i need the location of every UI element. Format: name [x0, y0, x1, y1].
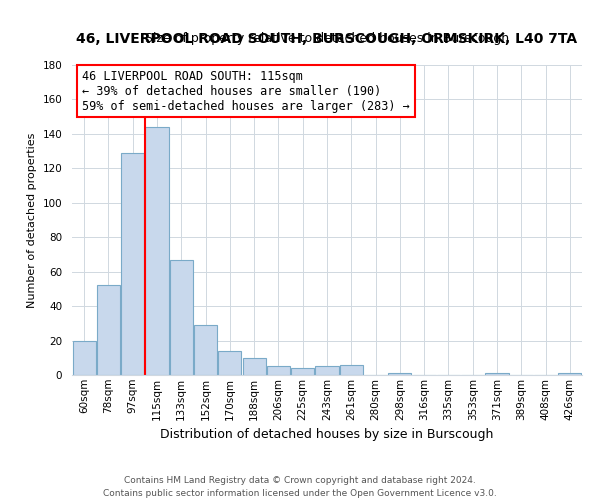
- Bar: [194, 325, 217, 375]
- Bar: [121, 153, 144, 375]
- Bar: [145, 127, 169, 375]
- Bar: [340, 364, 363, 375]
- Text: Contains HM Land Registry data © Crown copyright and database right 2024.
Contai: Contains HM Land Registry data © Crown c…: [103, 476, 497, 498]
- Bar: [485, 374, 509, 375]
- Bar: [73, 340, 95, 375]
- Bar: [170, 260, 193, 375]
- Bar: [267, 366, 290, 375]
- Text: 46 LIVERPOOL ROAD SOUTH: 115sqm
← 39% of detached houses are smaller (190)
59% o: 46 LIVERPOOL ROAD SOUTH: 115sqm ← 39% of…: [82, 70, 410, 112]
- Title: 46, LIVERPOOL ROAD SOUTH, BURSCOUGH, ORMSKIRK, L40 7TA: 46, LIVERPOOL ROAD SOUTH, BURSCOUGH, ORM…: [76, 32, 578, 46]
- Bar: [242, 358, 266, 375]
- Y-axis label: Number of detached properties: Number of detached properties: [27, 132, 37, 308]
- Bar: [218, 351, 241, 375]
- Bar: [97, 286, 120, 375]
- Bar: [388, 374, 412, 375]
- X-axis label: Distribution of detached houses by size in Burscough: Distribution of detached houses by size …: [160, 428, 494, 441]
- Text: Size of property relative to detached houses in Burscough: Size of property relative to detached ho…: [145, 32, 509, 45]
- Bar: [291, 368, 314, 375]
- Bar: [316, 366, 338, 375]
- Bar: [559, 374, 581, 375]
